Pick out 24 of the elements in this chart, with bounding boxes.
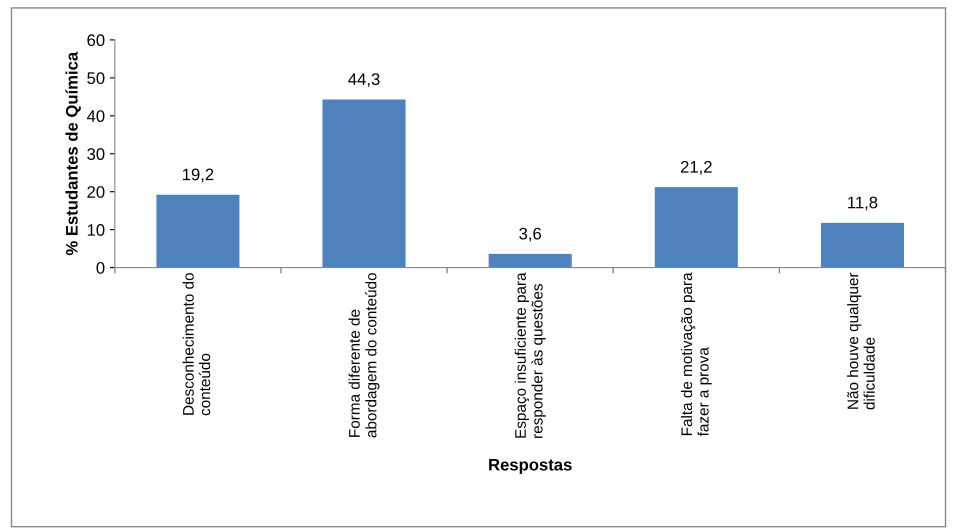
bar — [156, 194, 240, 268]
x-axis-title: Respostas — [489, 458, 572, 474]
data-label: 19,2 — [182, 168, 214, 182]
x-tick-label: Desconhecimento do conteúdo — [182, 273, 210, 416]
y-tick-label: 10 — [88, 224, 104, 236]
x-tick-label: Forma diferente de abordagem do conteúdo — [348, 273, 380, 438]
y-tick-label: 60 — [87, 34, 104, 46]
y-tick-label: 20 — [87, 186, 104, 198]
bar — [820, 222, 904, 268]
data-label: 44,3 — [348, 73, 380, 88]
bar — [322, 99, 406, 268]
bar — [488, 254, 572, 268]
data-label: 3,6 — [519, 228, 542, 242]
y-tick-label: 30 — [87, 148, 104, 160]
data-label: 11,8 — [848, 196, 878, 210]
x-tick-label: Espaço insuficiente para responder às questões — [514, 272, 546, 438]
data-label: 21,2 — [680, 160, 712, 175]
y-tick-label: 40 — [86, 110, 104, 122]
bar — [654, 187, 738, 268]
y-axis-title: % Estudantes de Química — [65, 52, 81, 256]
y-tick-label: 0 — [96, 262, 104, 274]
x-tick-label: Não houve qualquer dificuldade — [847, 272, 875, 410]
x-tick-label: Falta de motivação para fazer a prova — [680, 272, 712, 436]
y-tick-label: 50 — [87, 72, 104, 84]
